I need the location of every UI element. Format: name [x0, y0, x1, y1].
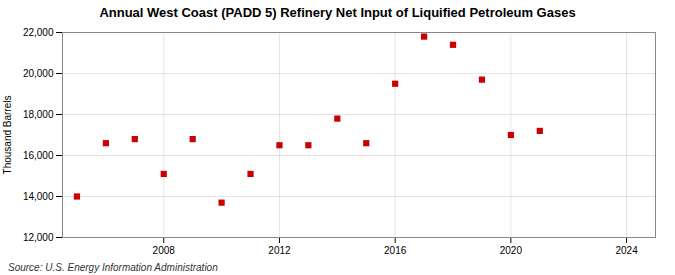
svg-text:2008: 2008	[153, 245, 176, 256]
svg-text:2020: 2020	[500, 245, 523, 256]
svg-text:22,000: 22,000	[23, 27, 54, 38]
svg-text:18,000: 18,000	[23, 109, 54, 120]
svg-text:12,000: 12,000	[23, 232, 54, 243]
svg-text:20,000: 20,000	[23, 68, 54, 79]
svg-text:2012: 2012	[268, 245, 291, 256]
svg-text:2016: 2016	[384, 245, 407, 256]
svg-text:16,000: 16,000	[23, 150, 54, 161]
html-text:Source: U.S. Energy Informatio: Source: U.S. Energy Information Administ…	[8, 262, 218, 273]
html-text:Annual West Coast (PADD 5) Ref: Annual West Coast (PADD 5) Refinery Net …	[99, 5, 576, 20]
svg-text:Thousand Barrels: Thousand Barrels	[2, 96, 13, 175]
svg-text:14,000: 14,000	[23, 191, 54, 202]
svg-text:2024: 2024	[615, 245, 638, 256]
